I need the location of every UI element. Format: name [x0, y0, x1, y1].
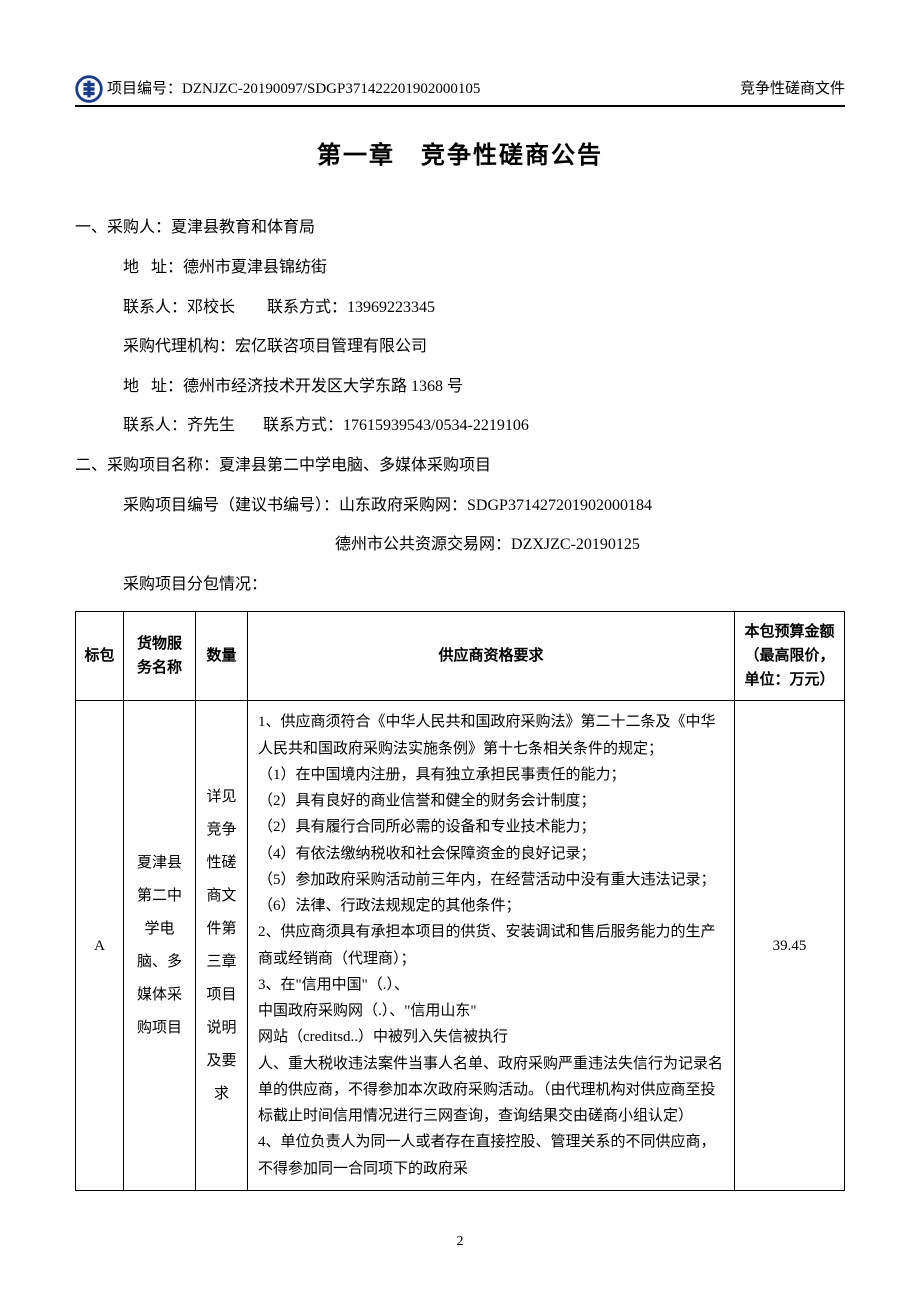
req-line: （1）在中国境内注册，具有独立承担民事责任的能力； [258, 762, 724, 788]
th-qty: 数量 [196, 612, 248, 701]
header-doc-type: 竞争性磋商文件 [740, 77, 845, 101]
req-line: 3、在"信用中国"（.）、 [258, 972, 724, 998]
contact-label: 联系人： [123, 299, 187, 316]
header-project-no: 项目编号：DZNJZC-20190097/SDGP371422201902000… [107, 77, 740, 101]
header-project-no-label: 项目编号： [107, 81, 182, 97]
project-name-line: 二、采购项目名称：夏津县第二中学电脑、多媒体采购项目 [75, 453, 845, 479]
agency-addr: 德州市经济技术开发区大学东路 1368 号 [183, 378, 463, 395]
purchaser-addr-line: 地址：德州市夏津县锦纺街 [75, 255, 845, 281]
section1-label: 一、采购人： [75, 219, 171, 236]
subpkg-line: 采购项目分包情况： [75, 572, 845, 598]
agency-contact-name: 齐先生 [187, 417, 235, 434]
req-line: （2）具有履行合同所必需的设备和专业技术能力； [258, 814, 724, 840]
dzpub-no: DZXJZC-20190125 [511, 536, 640, 553]
cell-budget: 39.45 [735, 701, 845, 1191]
project-name: 夏津县第二中学电脑、多媒体采购项目 [219, 457, 491, 474]
agency-line: 采购代理机构：宏亿联咨项目管理有限公司 [75, 334, 845, 360]
agency-addr-line: 地址：德州市经济技术开发区大学东路 1368 号 [75, 374, 845, 400]
th-name: 货物服务名称 [124, 612, 196, 701]
contact-name: 邓校长 [187, 299, 235, 316]
package-table: 标包 货物服务名称 数量 供应商资格要求 本包预算金额（最高限价，单位：万元） … [75, 611, 845, 1191]
req-line: 人、重大税收违法案件当事人名单、政府采购严重违法失信行为记录名单的供应商，不得参… [258, 1051, 724, 1130]
sdgov-no: SDGP371427201902000184 [467, 497, 652, 514]
page-number: 2 [75, 1231, 845, 1253]
project-no-line: 采购项目编号（建议书编号）：山东政府采购网：SDGP37142720190200… [75, 493, 845, 519]
req-line: （6）法律、行政法规规定的其他条件； [258, 893, 724, 919]
cell-req: 1、供应商须符合《中华人民共和国政府采购法》第二十二条及《中华人民共和国政府采购… [248, 701, 735, 1191]
phone-label: 联系方式： [267, 299, 347, 316]
req-line: 1、供应商须符合《中华人民共和国政府采购法》第二十二条及《中华人民共和国政府采购… [258, 709, 724, 762]
table-row: A 夏津县第二中学电脑、多媒体采购项目 详见竞争性磋商文件第三章项目说明及要求 … [76, 701, 845, 1191]
agency-phone: 17615939543/0534-2219106 [343, 417, 529, 434]
dzpub-line: 德州市公共资源交易网：DZXJZC-20190125 [75, 532, 845, 558]
section-purchaser: 一、采购人：夏津县教育和体育局 地址：德州市夏津县锦纺街 联系人：邓校长 联系方… [75, 215, 845, 439]
agency-name: 宏亿联咨项目管理有限公司 [235, 338, 427, 355]
contact-phone: 13969223345 [347, 299, 435, 316]
agency-addr-label-suffix: 址： [151, 378, 183, 395]
purchaser-contact-line: 联系人：邓校长 联系方式：13969223345 [75, 295, 845, 321]
agency-addr-label-char: 地 [123, 378, 151, 395]
agency-contact-label: 联系人： [123, 417, 187, 434]
req-line: （2）具有良好的商业信誉和健全的财务会计制度； [258, 788, 724, 814]
table-header-row: 标包 货物服务名称 数量 供应商资格要求 本包预算金额（最高限价，单位：万元） [76, 612, 845, 701]
cell-name: 夏津县第二中学电脑、多媒体采购项目 [124, 701, 196, 1191]
req-line: 中国政府采购网（.）、"信用山东" [258, 998, 724, 1024]
agency-label: 采购代理机构： [123, 338, 235, 355]
proj-no-label: 采购项目编号（建议书编号）： [123, 497, 339, 514]
purchaser-name: 夏津县教育和体育局 [171, 219, 315, 236]
addr-label-suffix: 址： [151, 259, 183, 276]
cell-qty: 详见竞争性磋商文件第三章项目说明及要求 [196, 701, 248, 1191]
req-line: （5）参加政府采购活动前三年内，在经营活动中没有重大违法记录； [258, 867, 724, 893]
req-line: 网站（creditsd..）中被列入失信被执行 [258, 1024, 724, 1050]
section2-label: 二、采购项目名称： [75, 457, 219, 474]
th-req: 供应商资格要求 [248, 612, 735, 701]
purchaser-addr: 德州市夏津县锦纺街 [183, 259, 327, 276]
logo-icon [75, 75, 103, 103]
req-line: 4、单位负责人为同一人或者存在直接控股、管理关系的不同供应商，不得参加同一合同项… [258, 1129, 724, 1182]
dzpub-label: 德州市公共资源交易网： [335, 536, 511, 553]
req-line: （4）有依法缴纳税收和社会保障资金的良好记录； [258, 841, 724, 867]
purchaser-line: 一、采购人：夏津县教育和体育局 [75, 215, 845, 241]
th-pkg: 标包 [76, 612, 124, 701]
cell-pkg: A [76, 701, 124, 1191]
agency-phone-label: 联系方式： [263, 417, 343, 434]
addr-label-char: 地 [123, 259, 151, 276]
req-line: 2、供应商须具有承担本项目的供货、安装调试和售后服务能力的生产商或经销商（代理商… [258, 919, 724, 972]
section-project: 二、采购项目名称：夏津县第二中学电脑、多媒体采购项目 采购项目编号（建议书编号）… [75, 453, 845, 597]
header-project-no-value: DZNJZC-20190097/SDGP371422201902000105 [182, 81, 480, 97]
th-budget: 本包预算金额（最高限价，单位：万元） [735, 612, 845, 701]
sdgov-label: 山东政府采购网： [339, 497, 467, 514]
chapter-title: 第一章 竞争性磋商公告 [75, 137, 845, 175]
page-header: 项目编号：DZNJZC-20190097/SDGP371422201902000… [75, 75, 845, 107]
agency-contact-line: 联系人：齐先生 联系方式：17615939543/0534-2219106 [75, 413, 845, 439]
